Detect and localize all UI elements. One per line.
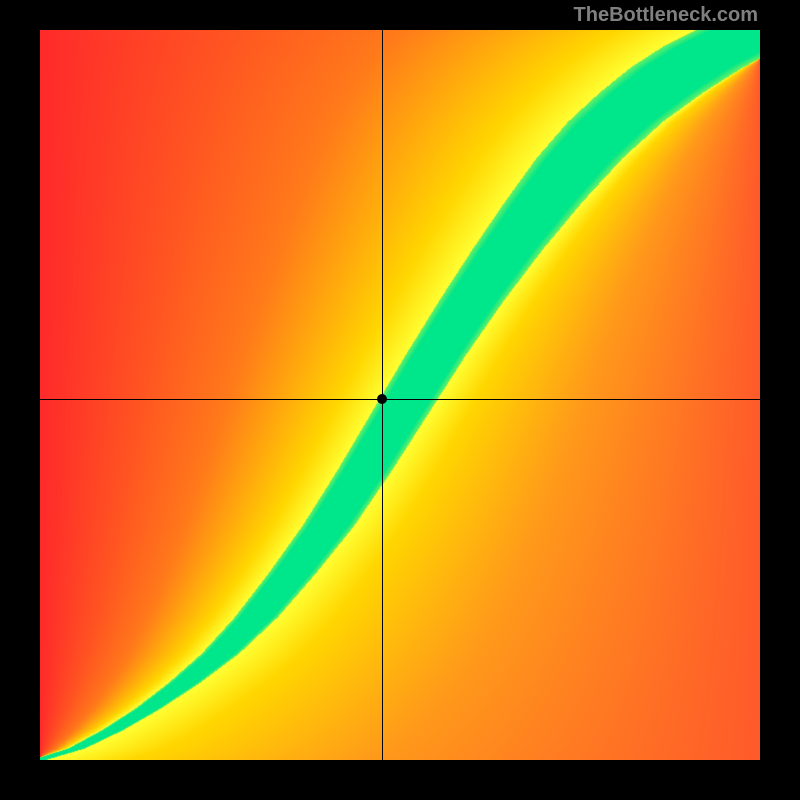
crosshair-horizontal xyxy=(40,399,760,400)
crosshair-marker xyxy=(377,394,387,404)
heatmap-canvas xyxy=(40,30,760,760)
heatmap-plot xyxy=(40,30,760,760)
watermark-text: TheBottleneck.com xyxy=(574,4,758,27)
